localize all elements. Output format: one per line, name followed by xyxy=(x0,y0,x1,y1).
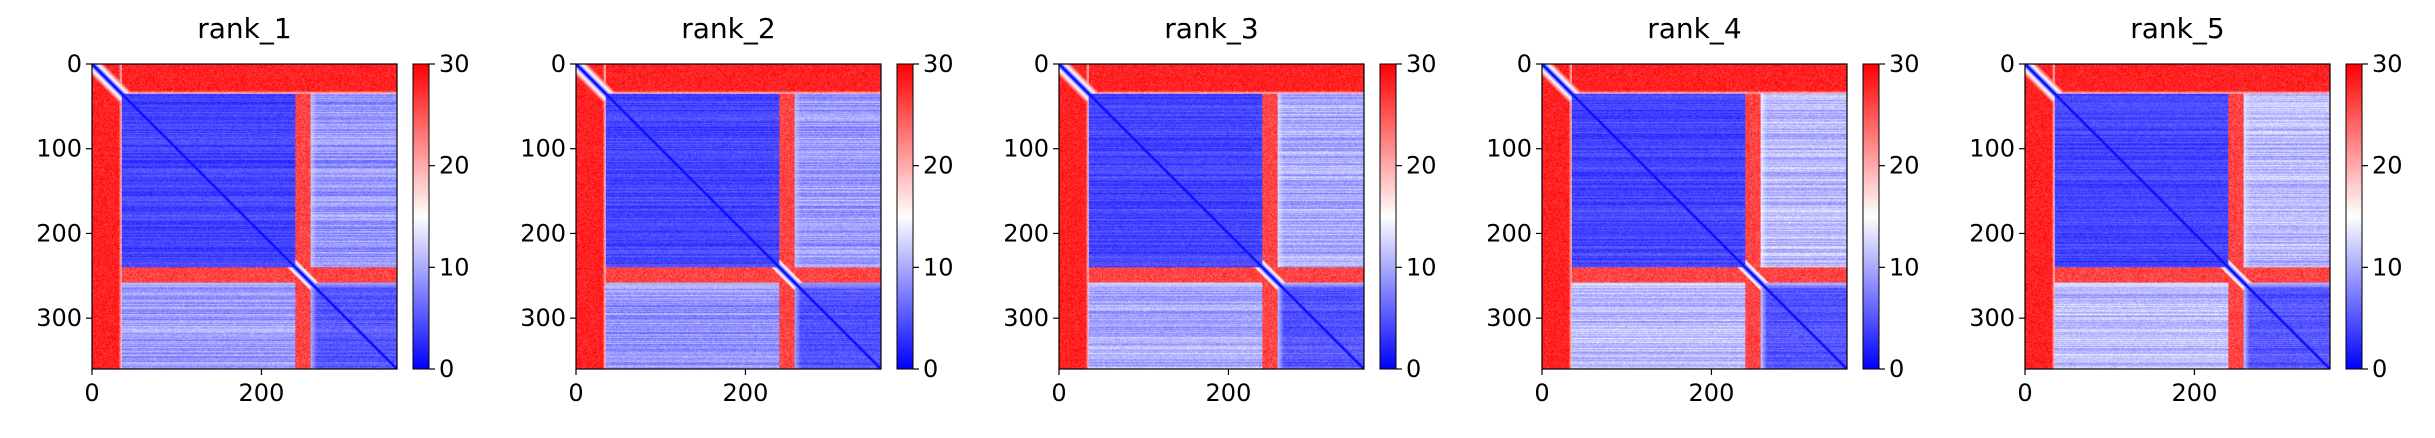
y-tick-label: 200 xyxy=(520,219,566,247)
colorbar-tick-label: 0 xyxy=(1406,355,1421,383)
y-tick-label: 100 xyxy=(520,135,566,163)
colorbar-tick-label: 10 xyxy=(1889,253,1920,281)
panel-title: rank_3 xyxy=(1164,12,1258,45)
x-tick-label: 200 xyxy=(2172,379,2218,407)
y-tick-label: 200 xyxy=(1486,219,1532,247)
y-tick-label: 100 xyxy=(1003,135,1049,163)
x-tick-label: 0 xyxy=(1051,379,1066,407)
colorbar-tick-label: 30 xyxy=(923,50,954,78)
y-tick-label: 0 xyxy=(2000,50,2015,78)
colorbar-tick-label: 30 xyxy=(2372,50,2403,78)
x-tick-label: 200 xyxy=(1689,379,1735,407)
panel-title: rank_1 xyxy=(197,12,291,45)
heatmap-cells xyxy=(576,64,881,369)
heatmap-panel-5: rank_5 0 100 200 300 0 200 0 10 20 30 xyxy=(1969,12,2402,407)
colorbar-tick-label: 10 xyxy=(2372,253,2403,281)
y-tick-label: 100 xyxy=(1969,135,2015,163)
x-tick-label: 0 xyxy=(568,379,583,407)
y-tick-label: 300 xyxy=(520,304,566,332)
heatmap-cells xyxy=(1059,64,1364,369)
colorbar-tick-label: 0 xyxy=(439,355,454,383)
colorbar xyxy=(1379,63,1397,370)
colorbar-tick-label: 10 xyxy=(439,253,470,281)
colorbar-tick-label: 20 xyxy=(1889,152,1920,180)
y-tick-label: 300 xyxy=(36,304,82,332)
x-tick-label: 0 xyxy=(84,379,99,407)
x-tick-label: 200 xyxy=(239,379,285,407)
colorbar-tick-label: 20 xyxy=(923,152,954,180)
colorbar xyxy=(896,63,914,370)
y-tick-label: 0 xyxy=(67,50,82,78)
colorbar-tick-label: 30 xyxy=(1406,50,1437,78)
panel-title: rank_5 xyxy=(2130,12,2224,45)
heatmap-panel-1: rank_1 0 100 200 300 0 200 0 10 20 30 xyxy=(36,12,469,407)
heatmap-cells xyxy=(2025,64,2330,369)
y-tick-label: 0 xyxy=(551,50,566,78)
panel-title: rank_2 xyxy=(681,12,775,45)
plot-frame xyxy=(575,63,882,370)
colorbar-tick-label: 30 xyxy=(1889,50,1920,78)
y-tick-label: 300 xyxy=(1969,304,2015,332)
plot-frame xyxy=(1058,63,1365,370)
colorbar-tick-label: 20 xyxy=(439,152,470,180)
y-tick-label: 200 xyxy=(1003,219,1049,247)
y-tick-label: 300 xyxy=(1003,304,1049,332)
heatmap-cells xyxy=(92,64,397,369)
colorbar xyxy=(1862,63,1880,370)
plot-frame xyxy=(2024,63,2331,370)
plot-frame xyxy=(1541,63,1848,370)
colorbar-tick-label: 20 xyxy=(2372,152,2403,180)
colorbar-tick-label: 10 xyxy=(1406,253,1437,281)
y-tick-label: 300 xyxy=(1486,304,1532,332)
plot-frame xyxy=(91,63,398,370)
x-tick-label: 0 xyxy=(1534,379,1549,407)
heatmap-panel-4: rank_4 0 100 200 300 0 200 0 10 20 30 xyxy=(1486,12,1919,407)
y-tick-label: 0 xyxy=(1034,50,1049,78)
colorbar-tick-label: 0 xyxy=(923,355,938,383)
colorbar-tick-label: 10 xyxy=(923,253,954,281)
heatmap-panel-2: rank_2 0 100 200 300 0 200 0 10 20 30 xyxy=(520,12,953,407)
x-tick-label: 200 xyxy=(723,379,769,407)
panel-title: rank_4 xyxy=(1647,12,1741,45)
colorbar-tick-label: 0 xyxy=(2372,355,2387,383)
y-tick-label: 0 xyxy=(1517,50,1532,78)
colorbar xyxy=(412,63,430,370)
heatmap-cells xyxy=(1542,64,1847,369)
heatmap-panel-3: rank_3 0 100 200 300 0 200 0 10 20 30 xyxy=(1003,12,1436,407)
y-tick-label: 100 xyxy=(1486,135,1532,163)
colorbar-tick-label: 0 xyxy=(1889,355,1904,383)
colorbar-tick-label: 30 xyxy=(439,50,470,78)
x-tick-label: 200 xyxy=(1206,379,1252,407)
colorbar xyxy=(2345,63,2363,370)
y-tick-label: 100 xyxy=(36,135,82,163)
y-tick-label: 200 xyxy=(36,219,82,247)
y-tick-label: 200 xyxy=(1969,219,2015,247)
x-tick-label: 0 xyxy=(2017,379,2032,407)
colorbar-tick-label: 20 xyxy=(1406,152,1437,180)
